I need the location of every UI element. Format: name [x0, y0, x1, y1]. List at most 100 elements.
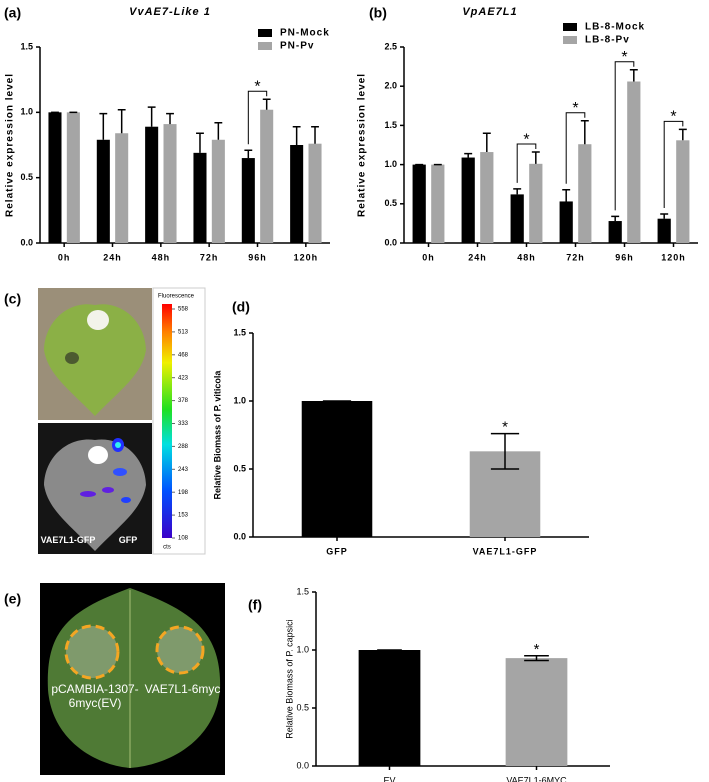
significance-star: *: [621, 49, 627, 66]
colorbar-title: Fluorescence: [158, 294, 195, 300]
bar: [301, 401, 373, 537]
y-tick-label: 1.0: [296, 644, 309, 654]
y-tick-label: 0.0: [20, 237, 33, 247]
y-tick-label: 2.5: [384, 41, 397, 51]
y-tick-label: 0.5: [296, 702, 309, 712]
x-tick-label: 24h: [468, 252, 487, 262]
x-tick-label: 48h: [517, 252, 536, 262]
y-tick-label: 1.5: [20, 41, 33, 51]
bar: [193, 152, 207, 243]
significance-bracket: [614, 61, 635, 211]
y-tick-label: 1.0: [233, 395, 246, 405]
error-bar: [117, 108, 126, 134]
bar: [529, 163, 543, 243]
colorbar-tick-label: 198: [178, 490, 189, 496]
colorbar-tick-label: 378: [178, 398, 189, 404]
error-bar: [580, 119, 589, 145]
error-bar: [562, 188, 571, 202]
bar: [627, 81, 641, 243]
bar: [115, 133, 129, 243]
y-tick-label: 0.5: [233, 463, 246, 473]
image-label: GFP: [118, 535, 138, 545]
bar: [559, 201, 573, 243]
bar: [431, 164, 445, 243]
bar: [145, 126, 159, 243]
error-bar: [490, 432, 520, 470]
bar: [290, 145, 304, 243]
error-bar: [660, 213, 669, 219]
colorbar-tick-label: 423: [178, 375, 189, 381]
x-tick-label: VAE7L1-GFP: [473, 546, 538, 556]
x-tick-label: EV: [383, 775, 395, 782]
bar: [505, 658, 568, 766]
bar: [657, 218, 671, 243]
bar: [461, 157, 475, 243]
colorbar-unit: cts: [163, 545, 171, 551]
x-tick-label: GFP: [326, 546, 348, 556]
error-bar: [611, 215, 620, 222]
legend-swatch: [563, 23, 577, 31]
y-axis-label: Relative expression level: [357, 73, 368, 217]
bar: [510, 194, 524, 243]
y-tick-label: 1.0: [20, 107, 33, 117]
legend-label: PN-Mock: [280, 28, 330, 39]
significance-star: *: [502, 419, 508, 436]
x-tick-label: 120h: [661, 252, 686, 262]
legend-label: LB-8-Pv: [585, 35, 630, 46]
colorbar-tick-label: 468: [178, 352, 189, 358]
panel-label: (a): [4, 5, 21, 21]
error-bar: [166, 112, 174, 125]
error-bar: [482, 132, 491, 153]
significance-bracket: [516, 143, 537, 183]
chart: (d) Relative Biomass of P. viticola 0.0 0.5…: [212, 299, 589, 556]
chart: (a) VvAE7-Like 1 Relative expression level…: [4, 5, 330, 262]
colorbar: [162, 304, 172, 538]
y-tick-label: 0.5: [20, 172, 33, 182]
chart: (f) Relative Biomass of P. capsici 0.0 0.5 1…: [248, 586, 610, 782]
panel-label: (d): [232, 299, 250, 315]
y-tick-label: 1.5: [296, 586, 309, 596]
significance-star: *: [534, 641, 540, 658]
y-tick-label: 1.0: [384, 159, 397, 169]
legend-swatch: [258, 42, 272, 50]
legend-swatch: [563, 36, 577, 44]
significance-bracket: [247, 90, 268, 145]
x-tick-label: 24h: [103, 252, 122, 262]
y-tick-label: 1.5: [233, 327, 246, 337]
image-label: VAE7L1-6myc: [144, 682, 221, 696]
bar: [676, 140, 690, 243]
chart: (b) VpAE7L1 Relative expression level 0.0 0.…: [357, 5, 698, 262]
image-label: pCAMBIA-1307-6myc(EV): [51, 682, 139, 710]
bar: [260, 109, 274, 243]
significance-bracket: [663, 120, 684, 208]
x-tick-label: 72h: [200, 252, 219, 262]
bar: [412, 164, 426, 243]
photo-leaf: [38, 288, 152, 420]
error-bar: [629, 68, 638, 82]
error-bar: [513, 188, 522, 195]
bar: [163, 124, 177, 243]
x-tick-label: 48h: [152, 252, 171, 262]
bar: [480, 152, 494, 243]
colorbar-tick-label: 288: [178, 444, 189, 450]
legend-swatch: [258, 29, 272, 37]
x-tick-label: 0h: [58, 252, 71, 262]
y-tick-label: 2.0: [384, 81, 397, 91]
bar: [241, 158, 255, 243]
bar: [308, 143, 322, 243]
x-tick-label: 120h: [294, 252, 319, 262]
error-bar: [531, 151, 540, 164]
x-tick-label: 96h: [248, 252, 267, 262]
error-bar: [464, 152, 473, 158]
chart-title: VvAE7-Like 1: [129, 6, 211, 18]
bar: [578, 144, 592, 243]
bar: [358, 650, 421, 766]
colorbar-tick-label: 243: [178, 467, 189, 473]
x-tick-label: 0h: [422, 252, 435, 262]
photo-leaf-infiltrated: [40, 583, 225, 775]
colorbar-tick-label: 153: [178, 513, 189, 519]
error-bar: [147, 106, 156, 127]
x-tick-label: 96h: [615, 252, 634, 262]
bar: [66, 112, 80, 243]
